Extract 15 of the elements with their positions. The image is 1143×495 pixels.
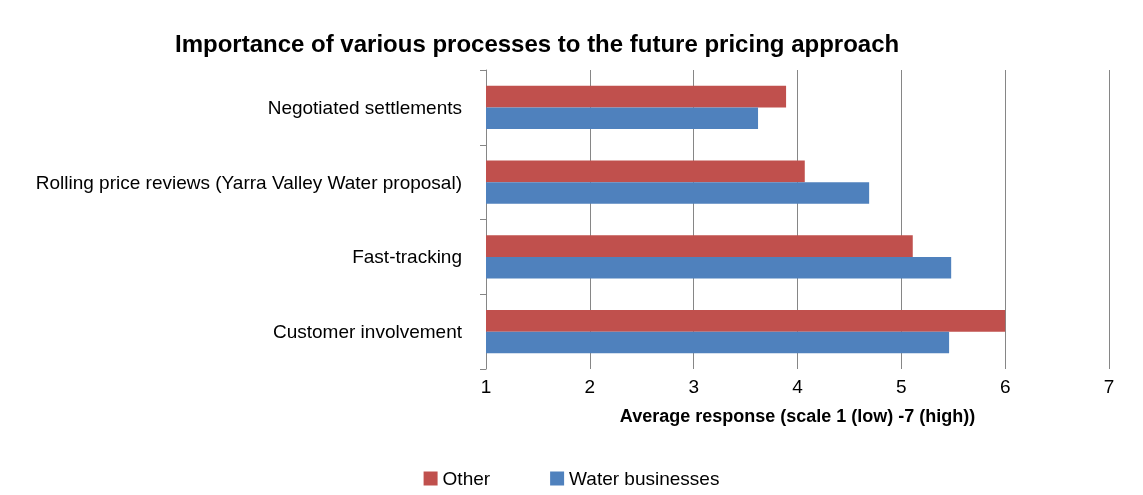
y-tick-label: Fast-tracking	[352, 246, 462, 268]
x-tick-label: 6	[999, 376, 1011, 397]
y-tick-label: Rolling price reviews (Yarra Valley Water proposal)	[35, 171, 462, 193]
x-tick-label: 2	[584, 376, 596, 397]
legend-label: Other	[442, 468, 491, 489]
legend-label: Water businesses	[569, 468, 720, 489]
x-tick-label: 3	[688, 376, 699, 397]
x-tick-label: 4	[792, 376, 804, 397]
y-tick-label: Customer involvement	[272, 321, 463, 343]
y-tick-label: Negotiated settlements	[267, 96, 462, 118]
chart-title: Importance of various processes to the future pricing approach	[175, 29, 900, 57]
x-tick-label: 1	[480, 376, 492, 397]
x-tick-label: 7	[1103, 376, 1115, 397]
x-tick-label: 5	[896, 376, 907, 397]
x-axis-title: Average response (scale 1 (low) -7 (high))	[619, 406, 976, 426]
